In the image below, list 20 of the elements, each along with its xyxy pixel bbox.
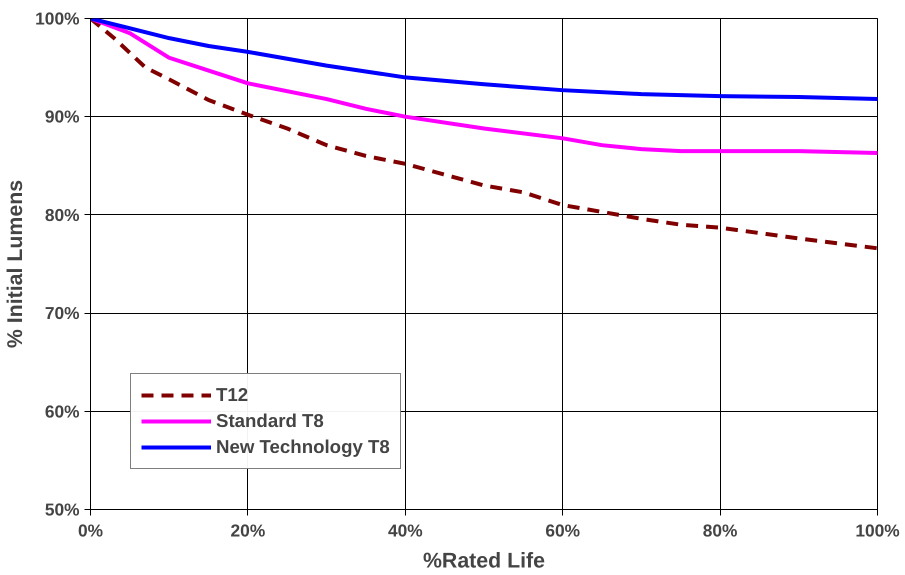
line-series bbox=[90, 18, 878, 156]
x-tick-label: 100% bbox=[855, 520, 900, 540]
x-tick-label: 60% bbox=[545, 520, 580, 540]
y-tick-label: 80% bbox=[44, 204, 80, 225]
line-series bbox=[90, 18, 878, 102]
y-tick-label: 100% bbox=[35, 8, 80, 28]
x-tick-label: 0% bbox=[78, 520, 104, 540]
line-series bbox=[90, 18, 878, 250]
y-tick-label: 50% bbox=[44, 500, 80, 520]
x-tick-label: 80% bbox=[702, 520, 738, 540]
legend-label: Standard T8 bbox=[216, 410, 324, 432]
legend-label: T12 bbox=[216, 384, 248, 406]
legend-label: New Technology T8 bbox=[216, 436, 390, 458]
y-tick-label: 90% bbox=[44, 106, 80, 127]
x-tick-label: 20% bbox=[230, 520, 266, 540]
y-tick-label: 60% bbox=[44, 401, 80, 422]
y-tick-label: 70% bbox=[44, 303, 80, 324]
y-axis-title: % Initial Lumens bbox=[3, 180, 28, 348]
x-axis-title: %Rated Life bbox=[422, 548, 546, 572]
x-tick-label: 40% bbox=[388, 520, 423, 540]
